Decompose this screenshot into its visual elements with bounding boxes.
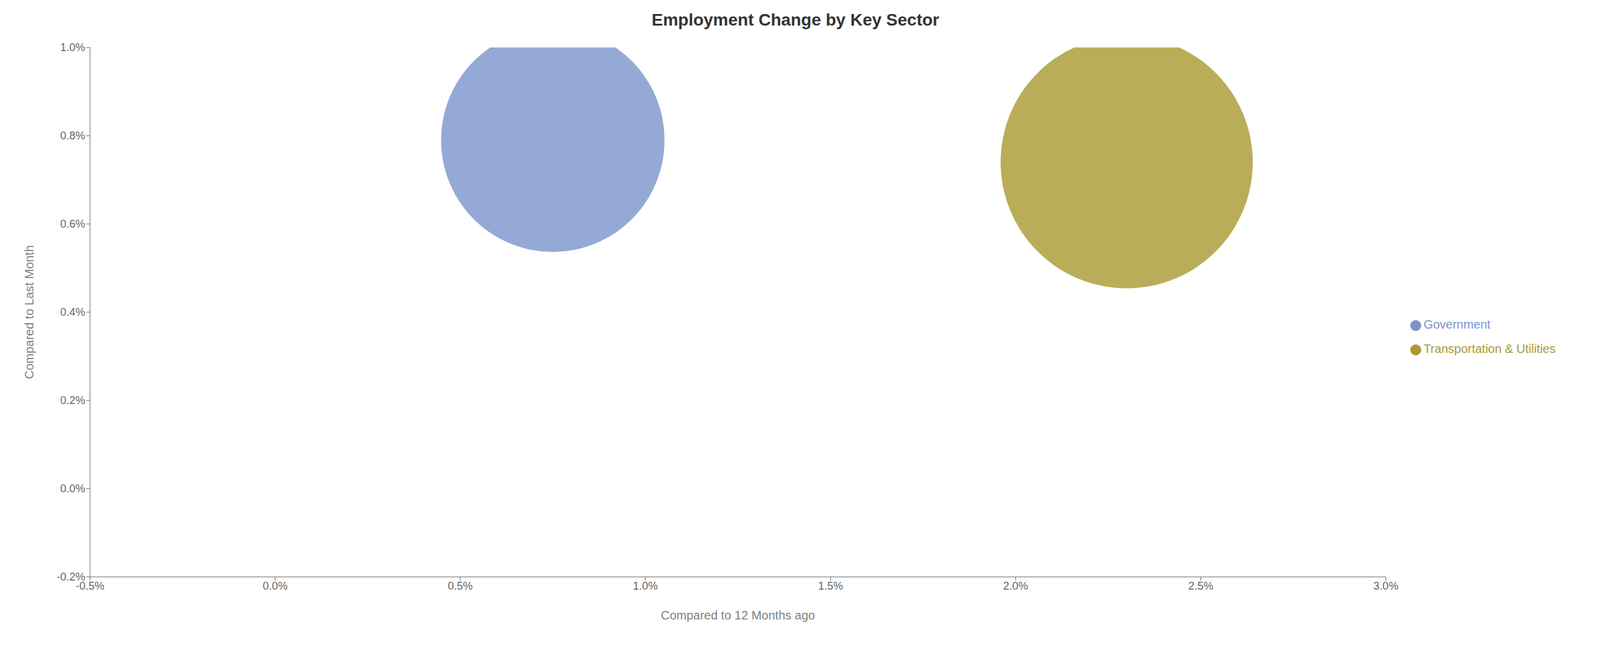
svg-text:1.0%: 1.0% [60, 41, 86, 54]
svg-text:0.0%: 0.0% [60, 482, 86, 495]
html-text:Transportation & Utilities: Transportation & Utilities [1423, 341, 1556, 356]
svg-text:Compared to 12 Months ago: Compared to 12 Months ago [661, 608, 816, 622]
svg-text:0.0%: 0.0% [262, 579, 288, 592]
svg-text:0.5%: 0.5% [447, 579, 473, 592]
html-text:Employment Change by Key Secto: Employment Change by Key Sector [651, 10, 940, 30]
svg-text:-0.5%: -0.5% [75, 579, 105, 592]
svg-text:0.8%: 0.8% [60, 129, 86, 142]
svg-text:2.5%: 2.5% [1188, 579, 1214, 592]
svg-text:3.0%: 3.0% [1373, 579, 1399, 592]
svg-text:1.5%: 1.5% [817, 579, 843, 592]
svg-text:0.6%: 0.6% [60, 217, 86, 230]
html-text:Government: Government [1423, 317, 1491, 331]
svg-text:Compared to Last Month: Compared to Last Month [22, 245, 36, 379]
svg-text:-0.2%: -0.2% [56, 570, 86, 583]
svg-text:0.2%: 0.2% [60, 394, 86, 407]
svg-text:2.0%: 2.0% [1003, 579, 1029, 592]
svg-text:0.4%: 0.4% [60, 305, 86, 319]
svg-text:1.0%: 1.0% [633, 579, 659, 592]
